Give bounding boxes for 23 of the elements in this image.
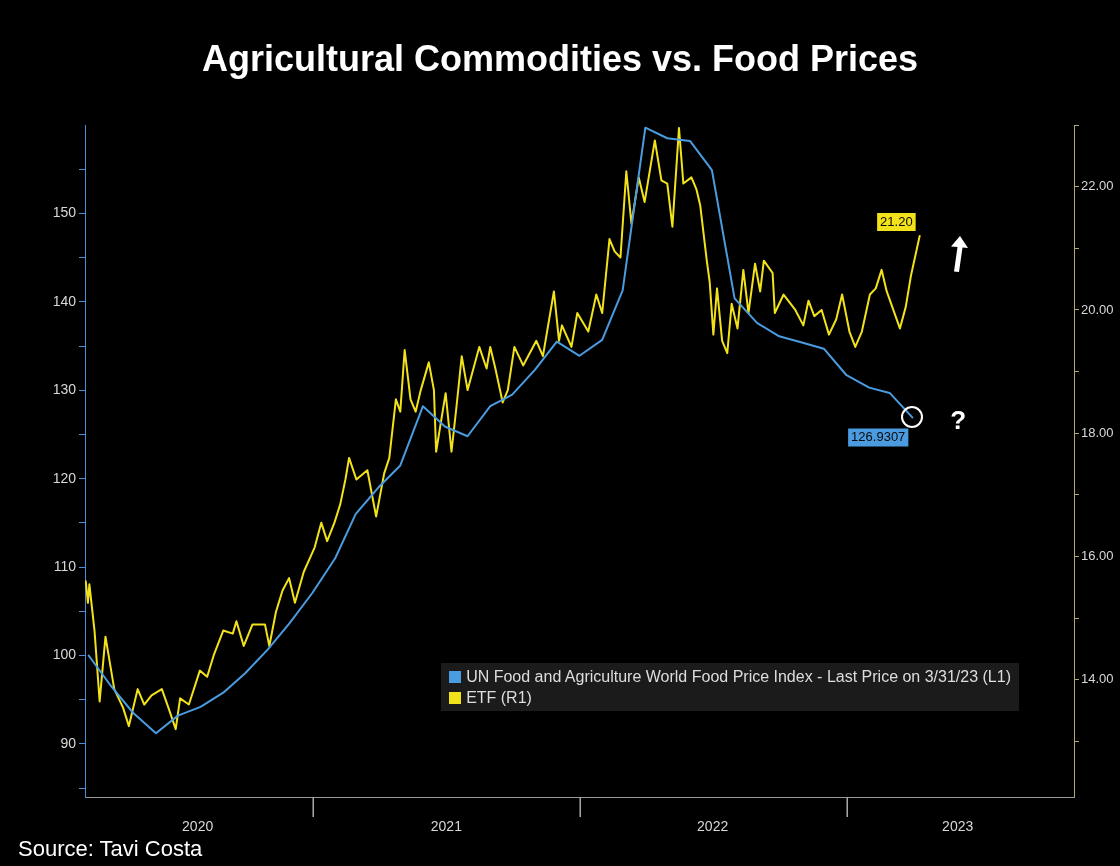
y2-tick-label: 16.00 — [1081, 548, 1114, 564]
y-tick-label: 130 — [52, 381, 77, 398]
annotation: ? — [950, 405, 967, 437]
y2-tick-label: 14.00 — [1081, 671, 1114, 687]
y2-tick-label: 20.00 — [1081, 301, 1114, 317]
x-tick-label: 2023 — [942, 818, 974, 835]
y-tick-label: 150 — [52, 204, 77, 221]
y2-tick-label: 22.00 — [1081, 178, 1114, 194]
data-label: 21.20 — [880, 213, 913, 229]
y2-tick-label: 18.00 — [1081, 424, 1114, 440]
x-tick-label: 2021 — [430, 818, 463, 835]
data-label: 126.9307 — [851, 428, 906, 444]
y-tick-label: 90 — [60, 734, 77, 751]
y-tick-label: 110 — [53, 557, 77, 574]
legend-label: UN Food and Agriculture World Food Price Index - Last Price on 3/31/23 (L1) — [465, 667, 1011, 687]
x-tick-label: 2022 — [697, 818, 729, 835]
y-tick-label: 140 — [52, 292, 77, 309]
y-tick-label: 100 — [52, 646, 77, 663]
source-note: Source: Tavi Costa — [18, 836, 203, 862]
legend-label: ETF (R1) — [465, 688, 533, 708]
y-tick-label: 120 — [52, 469, 77, 486]
chart-title: Agricultural Commodities vs. Food Prices — [200, 38, 920, 80]
x-tick-label: 2020 — [182, 818, 214, 835]
